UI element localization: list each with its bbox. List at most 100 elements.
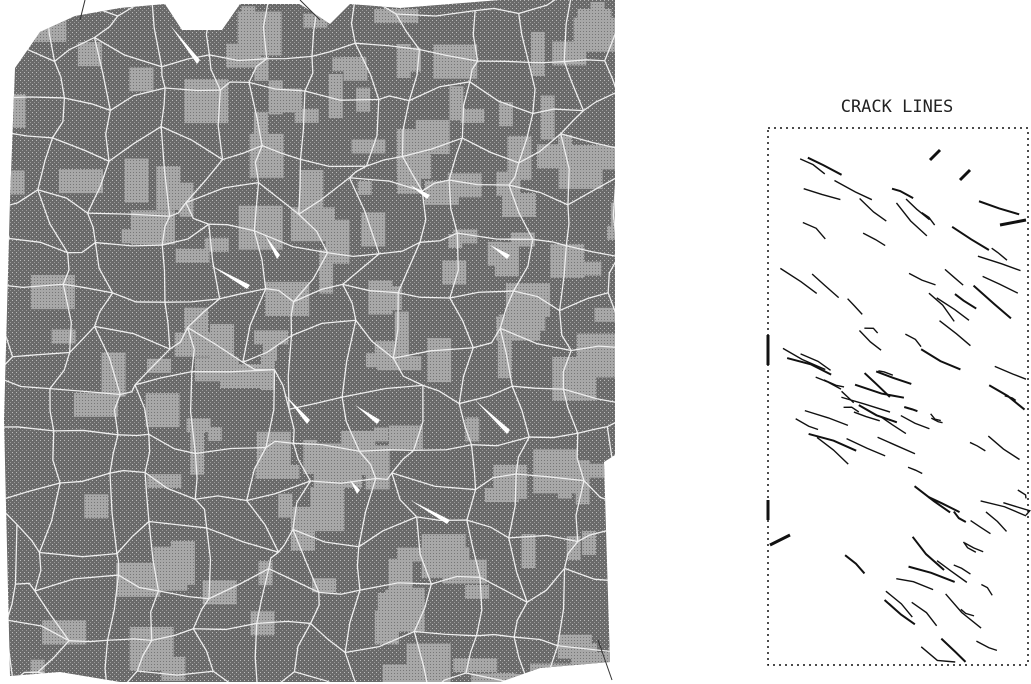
light-region [422, 534, 466, 578]
crack-line [896, 579, 933, 590]
light-region [582, 464, 626, 478]
crack-line [800, 159, 825, 174]
light-region [496, 172, 520, 196]
light-region [514, 674, 538, 684]
figure: CRACK LINES [0, 0, 1031, 684]
light-region [533, 449, 577, 493]
light-region [591, 2, 605, 36]
crack-line [940, 321, 971, 346]
light-region [265, 282, 309, 316]
crack-line [780, 268, 816, 293]
light-region [180, 183, 194, 217]
crack-line [978, 256, 1021, 270]
light-region [397, 160, 421, 194]
crack-line [986, 512, 1007, 532]
crack-line [892, 189, 913, 198]
light-region [2, 94, 26, 128]
crack-line [930, 150, 940, 160]
crack [607, 531, 621, 582]
crack-line [970, 442, 985, 450]
crack-line [878, 437, 915, 453]
light-region [52, 330, 76, 344]
light-region [122, 229, 166, 243]
light-region [31, 275, 75, 309]
crack-line [931, 414, 941, 421]
light-region [442, 261, 466, 285]
crack [212, 0, 270, 5]
crack-line [974, 286, 1011, 319]
light-region [125, 159, 149, 203]
light-region [530, 663, 574, 677]
light-region [187, 418, 211, 432]
crack-line [981, 584, 992, 595]
crack-line [803, 222, 825, 238]
light-region [278, 494, 292, 518]
crack-line [945, 269, 963, 285]
panel-title: CRACK LINES [841, 97, 954, 117]
crack-line [941, 639, 965, 662]
crack-line [809, 434, 857, 451]
light-region [609, 647, 633, 684]
light-region [102, 353, 126, 397]
crack-line [845, 555, 864, 573]
light-region [176, 249, 210, 263]
crack-lines [768, 150, 1030, 662]
light-region [395, 312, 409, 346]
light-region [537, 144, 561, 168]
light-region [531, 32, 545, 76]
light-region [332, 57, 366, 71]
light-region [465, 585, 489, 599]
crack-line [908, 467, 922, 473]
light-region [389, 559, 413, 593]
crack-line [915, 486, 951, 512]
crack-line [859, 331, 881, 351]
crack-line [808, 158, 842, 175]
crack-line [921, 647, 955, 662]
crack-line [912, 602, 937, 625]
light-region [493, 465, 527, 499]
crack-line [963, 542, 975, 552]
page: CRACK LINES (() => { const data = JSON.p… [0, 0, 1031, 684]
crack-line [989, 385, 1024, 409]
crack-line [844, 407, 859, 412]
light-region [465, 417, 479, 441]
light-region [161, 657, 185, 681]
crack-line [931, 418, 942, 423]
crack-line [860, 199, 887, 222]
crack-line [876, 371, 911, 383]
crack [620, 581, 626, 653]
crack-line [983, 276, 1018, 293]
crack-line [896, 203, 926, 236]
crack [0, 209, 9, 238]
crack-line [913, 537, 944, 570]
crack-line [1000, 220, 1026, 225]
light-region [374, 427, 388, 441]
light-region [84, 494, 108, 518]
light-region [329, 74, 343, 118]
light-region [453, 658, 497, 672]
crack [616, 152, 635, 178]
crack-line [848, 299, 863, 315]
light-region [129, 67, 153, 91]
crack [627, 653, 633, 684]
crack-line [881, 417, 906, 434]
crack-line [885, 600, 915, 624]
light-region [351, 139, 385, 153]
crack-line [805, 411, 848, 426]
crack-line [834, 180, 871, 199]
crack-line [904, 407, 917, 411]
crack [627, 348, 629, 404]
crack-line [864, 328, 877, 333]
light-region [545, 666, 569, 684]
crack-line [954, 565, 971, 574]
crack-line [921, 349, 960, 369]
crack-line [952, 227, 989, 250]
crack-line [995, 366, 1026, 379]
light-region [315, 487, 339, 531]
crack [617, 92, 635, 152]
crack-line [847, 439, 886, 456]
specimen-background [0, 0, 620, 684]
crack-line [1018, 490, 1026, 498]
light-region [602, 156, 636, 170]
light-region [210, 324, 234, 368]
